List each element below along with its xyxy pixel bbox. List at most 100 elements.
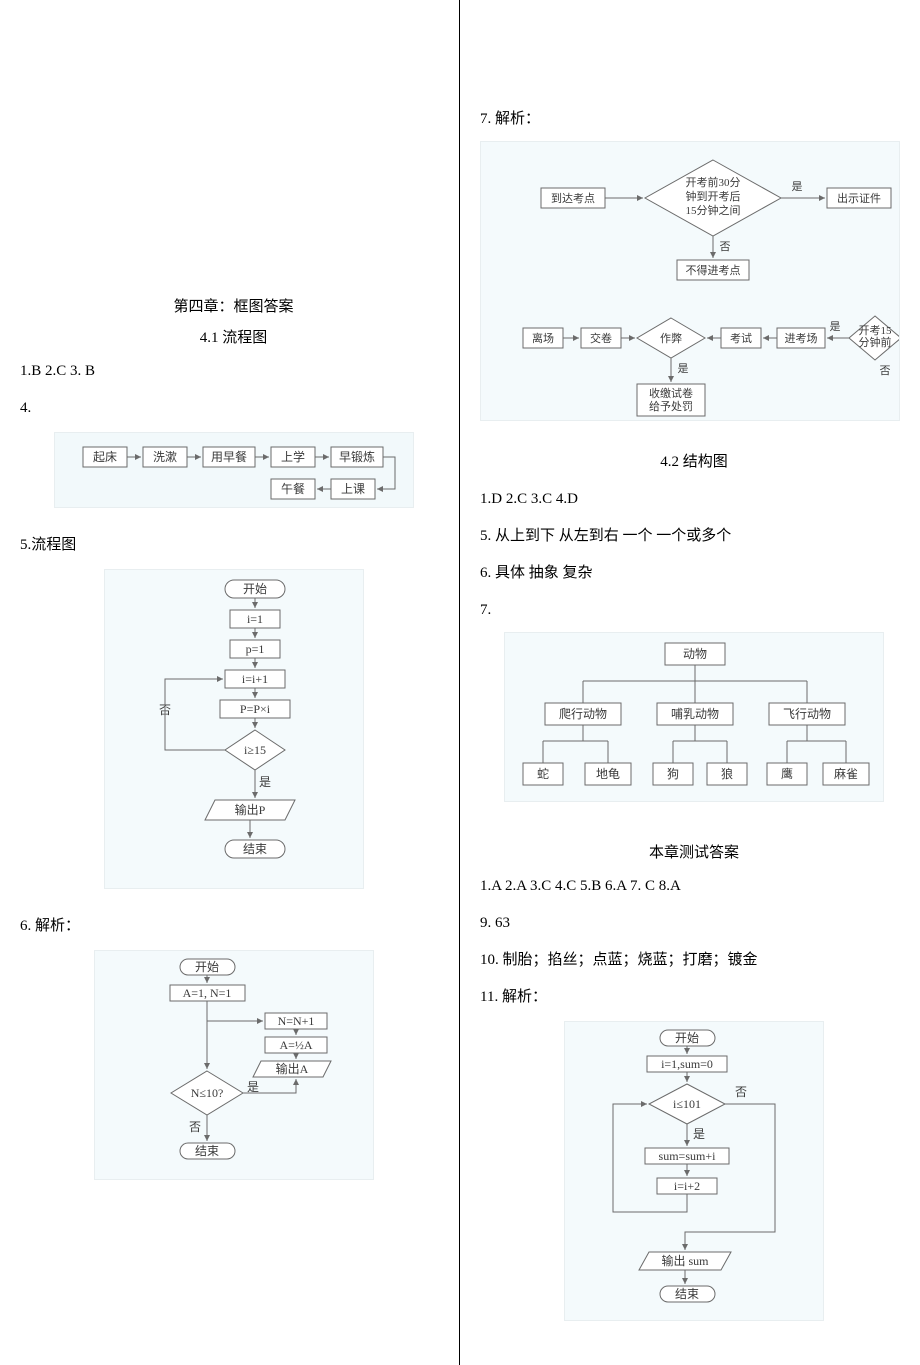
box-wash: 洗漱 [143, 447, 187, 467]
svg-text:p=1: p=1 [245, 642, 264, 656]
box-school: 上学 [271, 447, 315, 467]
s42-q5: 5. 从上到下 从左到右 一个 一个或多个 [480, 523, 908, 550]
svg-text:开始: 开始 [194, 960, 218, 974]
svg-text:洗漱: 洗漱 [152, 450, 176, 464]
svg-text:是: 是 [258, 775, 270, 789]
svg-text:i≤101: i≤101 [673, 1097, 701, 1111]
svg-text:i=i+2: i=i+2 [674, 1179, 700, 1193]
svg-text:爬行动物: 爬行动物 [559, 707, 607, 721]
svg-text:A=½A: A=½A [279, 1038, 312, 1052]
svg-text:出示证件: 出示证件 [837, 191, 881, 205]
s42-q7-label: 7. [480, 597, 908, 624]
right-column: 7. 解析： 到达考点 开考前30分钟到开考后15分钟之间 是 出示证件 否 不… [460, 0, 920, 1365]
svg-text:开考前30分: 开考前30分 [686, 175, 741, 189]
svg-text:15分钟之间: 15分钟之间 [686, 203, 741, 217]
svg-text:是: 是 [678, 362, 689, 375]
section-4-1-title: 4.1 流程图 [20, 325, 447, 352]
svg-text:早锻炼: 早锻炼 [338, 449, 374, 464]
q5-figure: 开始 i=1 p=1 i=i+1 P=P×i i≥15 否 是 输出P 结束 [20, 569, 447, 899]
svg-text:是: 是 [693, 1127, 705, 1141]
box-lunch: 午餐 [271, 479, 315, 499]
svg-text:结束: 结束 [242, 842, 266, 856]
s42-mc-answers: 1.D 2.C 3.C 4.D [480, 486, 908, 513]
svg-text:开始: 开始 [242, 582, 266, 596]
svg-text:午餐: 午餐 [280, 481, 304, 496]
svg-text:鹰: 鹰 [781, 766, 793, 781]
test-mc-answers: 1.A 2.A 3.C 4.C 5.B 6.A 7. C 8.A [480, 873, 908, 900]
svg-text:P=P×i: P=P×i [239, 702, 270, 716]
svg-text:哺乳动物: 哺乳动物 [671, 707, 719, 721]
svg-text:交卷: 交卷 [590, 331, 612, 345]
svg-text:开始: 开始 [675, 1031, 699, 1045]
svg-text:N≤10?: N≤10? [190, 1086, 223, 1100]
q11-figure: 开始 i=1,sum=0 i≤101 否 是 sum=sum+i i=i+2 输… [480, 1021, 908, 1331]
left-column: 第四章：框图答案 4.1 流程图 1.B 2.C 3. B 4. 起床 洗漱 用… [0, 0, 460, 1365]
box-wake: 起床 [83, 447, 127, 467]
svg-text:蛇: 蛇 [537, 766, 549, 781]
svg-text:麻雀: 麻雀 [834, 766, 858, 781]
svg-text:否: 否 [188, 1120, 200, 1134]
q6-flowchart-svg: 开始 A=1, N=1 N=N+1 A=½A 输出A N≤10? 是 否 结束 [94, 950, 374, 1180]
svg-text:开考15: 开考15 [859, 324, 892, 337]
q4-label: 4. [20, 395, 447, 422]
svg-text:狼: 狼 [721, 766, 733, 781]
svg-text:结束: 结束 [194, 1144, 218, 1158]
svg-text:地龟: 地龟 [596, 767, 620, 781]
svg-text:是: 是 [246, 1080, 258, 1094]
svg-text:上课: 上课 [340, 482, 364, 496]
svg-text:上学: 上学 [280, 449, 304, 464]
svg-text:i=i+1: i=i+1 [241, 672, 267, 686]
svg-text:结束: 结束 [675, 1287, 699, 1301]
svg-text:分钟前: 分钟前 [859, 335, 892, 349]
svg-text:狗: 狗 [667, 767, 679, 781]
svg-text:N=N+1: N=N+1 [277, 1014, 314, 1028]
svg-text:动物: 动物 [683, 647, 707, 661]
svg-text:输出P: 输出P [234, 802, 265, 817]
svg-text:i=1: i=1 [246, 612, 262, 626]
q5-label: 5.流程图 [20, 532, 447, 559]
svg-text:i≥15: i≥15 [244, 743, 266, 757]
svg-text:作弊: 作弊 [660, 332, 682, 345]
q7b-figure: 动物 爬行动物 哺乳动物 飞行动物 蛇 地龟 狗 狼 鹰 麻雀 [480, 632, 908, 812]
test-q9: 9. 63 [480, 910, 908, 937]
svg-text:到达考点: 到达考点 [551, 192, 595, 205]
box-exercise: 早锻炼 [331, 447, 383, 467]
box-breakfast: 用早餐 [203, 447, 255, 467]
svg-text:sum=sum+i: sum=sum+i [659, 1149, 717, 1163]
svg-text:飞行动物: 飞行动物 [783, 707, 831, 721]
s42-q6: 6. 具体 抽象 复杂 [480, 560, 908, 587]
svg-text:i=1,sum=0: i=1,sum=0 [661, 1057, 713, 1071]
q4-figure: 起床 洗漱 用早餐 上学 早锻炼 午餐 上课 [20, 432, 447, 518]
q7b-tree-svg: 动物 爬行动物 哺乳动物 飞行动物 蛇 地龟 狗 狼 鹰 麻雀 [504, 632, 884, 802]
svg-text:输出 sum: 输出 sum [661, 1253, 709, 1268]
svg-text:不得进考点: 不得进考点 [686, 264, 741, 277]
q4-flowchart-svg: 起床 洗漱 用早餐 上学 早锻炼 午餐 上课 [54, 432, 414, 508]
chapter-title: 第四章：框图答案 [20, 294, 447, 321]
q6-label: 6. 解析： [20, 913, 447, 940]
test-q11-label: 11. 解析： [480, 984, 908, 1011]
q6-figure: 开始 A=1, N=1 N=N+1 A=½A 输出A N≤10? 是 否 结束 [20, 950, 447, 1190]
test-q10: 10. 制胎；掐丝；点蓝；烧蓝；打磨；镀金 [480, 947, 908, 974]
svg-text:考试: 考试 [730, 332, 752, 345]
section-4-2-title: 4.2 结构图 [480, 449, 908, 476]
svg-text:输出A: 输出A [275, 1061, 308, 1076]
page: 第四章：框图答案 4.1 流程图 1.B 2.C 3. B 4. 起床 洗漱 用… [0, 0, 920, 1365]
svg-text:否: 否 [720, 241, 731, 253]
q11-flowchart-svg: 开始 i=1,sum=0 i≤101 否 是 sum=sum+i i=i+2 输… [564, 1021, 824, 1321]
svg-text:起床: 起床 [92, 450, 116, 464]
q7-figure: 到达考点 开考前30分钟到开考后15分钟之间 是 出示证件 否 不得进考点 离场… [480, 141, 908, 431]
svg-text:是: 是 [830, 320, 841, 333]
svg-text:是: 是 [792, 180, 803, 193]
q5-flowchart-svg: 开始 i=1 p=1 i=i+1 P=P×i i≥15 否 是 输出P 结束 [104, 569, 364, 889]
chapter-test-title: 本章测试答案 [480, 840, 908, 867]
q7-label: 7. 解析： [480, 106, 908, 133]
svg-text:离场: 离场 [532, 331, 554, 345]
svg-text:否: 否 [735, 1085, 747, 1099]
svg-text:给予处罚: 给予处罚 [649, 400, 693, 413]
box-class: 上课 [331, 479, 375, 499]
svg-text:钟到开考后: 钟到开考后 [686, 189, 741, 203]
q7-flowchart-svg: 到达考点 开考前30分钟到开考后15分钟之间 是 出示证件 否 不得进考点 离场… [480, 141, 900, 421]
q1-3-answers: 1.B 2.C 3. B [20, 358, 447, 385]
svg-text:否: 否 [880, 365, 891, 377]
svg-text:A=1, N=1: A=1, N=1 [182, 986, 231, 1000]
